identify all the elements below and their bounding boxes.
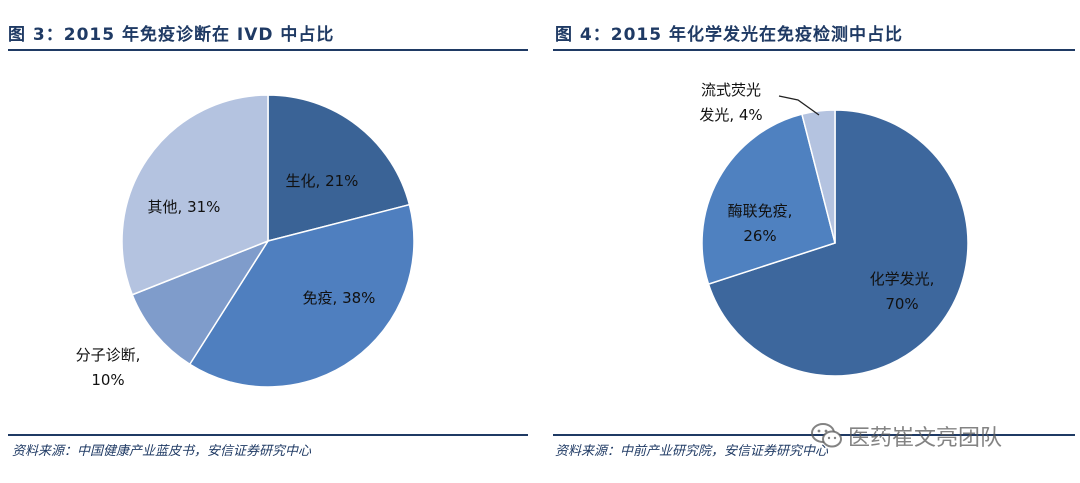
figure-4-source: 资料来源：中前产业研究院，安信证券研究中心 [555,444,829,459]
figure-4-label-2: 流式荧光发光, 4% [699,81,762,124]
wechat-icon [811,423,842,448]
figure-4-slice-0 [707,109,969,377]
figure-3-slice-3 [121,94,269,296]
figure-4-source-rule [553,434,1075,436]
figure-3-label-2: 分子诊断, 10% [76,346,141,389]
watermark-text: 医药崔文亮团队 [848,426,1003,451]
figure-3-slice-1 [188,203,415,388]
figure-4-label-1: 酶联免疫, 26% [728,202,793,245]
figure-3-source: 资料来源：中国健康产业蓝皮书，安信证券研究中心 [12,444,312,459]
figure-4-slice-2 [801,109,836,244]
figure-3-label-0: 生化, 21% [286,172,359,190]
figure-4-slice-1 [701,113,836,286]
figure-3-slice-2 [131,239,270,366]
figure-4-pie-chart: 化学发光, 70% 酶联免疫, 26% 流式荧光发光, 4% [699,81,969,377]
figure-3-title-rule [8,49,528,51]
figure-3-source-rule [8,434,528,436]
figure-4-panel: 图 4：2015 年化学发光在免疫检测中占比 化学发光, 70% 酶联免疫, 26% 流… [553,0,1080,483]
figure-3-title: 图 3：2015 年免疫诊断在 IVD 中占比 [8,25,335,45]
figure-4-title-rule [553,49,1075,51]
figure-3-label-1: 免疫, 38% [303,289,376,307]
figure-4-title: 图 4：2015 年化学发光在免疫检测中占比 [555,25,903,45]
watermark: 医药崔文亮团队 [810,420,1002,452]
figure-3-pie-chart: 生化, 21% 免疫, 38% 分子诊断, 10% 其他, 31% [76,94,415,389]
figure-3-label-3: 其他, 31% [148,198,221,216]
figure-3-panel: 图 3：2015 年免疫诊断在 IVD 中占比 生化, 21% 免疫, 38% 分子… [8,25,528,459]
figure-4-leader-line [778,95,820,116]
figure-3-slice-0 [267,94,411,242]
figure-4-label-0: 化学发光, 70% [870,270,935,313]
